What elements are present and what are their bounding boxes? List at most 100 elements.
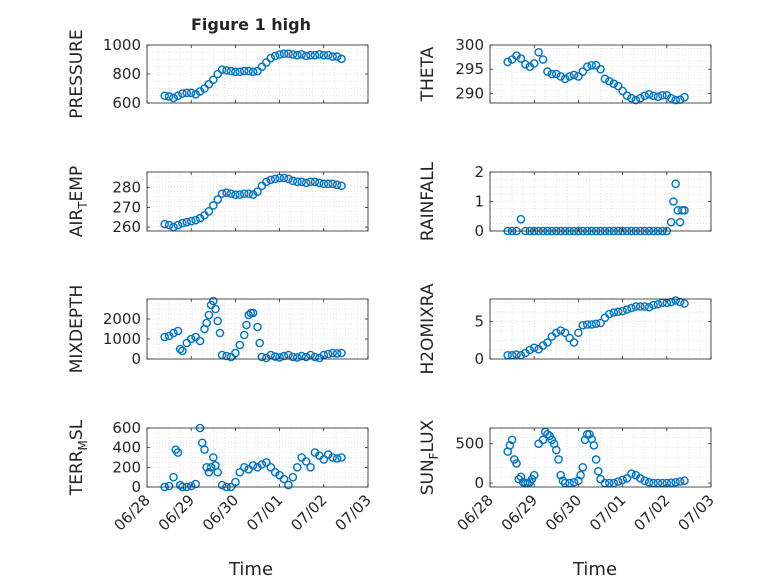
figure-title: Figure 1 high	[191, 15, 311, 34]
data-point	[222, 66, 231, 75]
data-point	[301, 352, 311, 362]
data-point	[328, 52, 337, 61]
data-point	[565, 72, 574, 81]
data-point	[680, 476, 689, 486]
data-point	[164, 92, 174, 101]
data-point	[653, 92, 663, 102]
x-tick-label: 07/03	[675, 491, 718, 534]
data-point	[618, 475, 627, 485]
data-point	[589, 441, 599, 450]
data-point	[257, 352, 267, 362]
data-point	[574, 72, 583, 81]
data-point	[640, 91, 650, 101]
data-point	[310, 352, 320, 362]
data-point	[178, 218, 187, 228]
data-point	[186, 216, 196, 226]
data-point	[516, 214, 526, 224]
data-point	[270, 174, 280, 184]
data-point	[279, 474, 289, 484]
data-point	[631, 95, 641, 105]
data-point	[505, 441, 515, 450]
data-point	[279, 173, 289, 183]
data-point	[169, 93, 178, 103]
y-tick-label: 290	[455, 84, 484, 102]
data-point	[204, 467, 214, 477]
data-point	[186, 88, 196, 98]
data-point	[262, 177, 271, 187]
data-point	[627, 93, 636, 103]
y-tick-label: 5	[474, 313, 484, 331]
x-tick-label: 06/29	[155, 491, 198, 534]
data-point	[231, 67, 240, 77]
axes-box	[489, 44, 712, 104]
data-point	[297, 177, 307, 187]
data-point	[543, 338, 552, 347]
data-point	[666, 217, 676, 227]
data-point	[266, 53, 276, 63]
y-tick-label: 0	[474, 474, 484, 492]
data-point	[666, 93, 676, 103]
data-point	[204, 207, 214, 216]
data-point	[635, 302, 645, 311]
data-point	[328, 453, 337, 462]
data-point	[288, 176, 298, 186]
data-point	[622, 305, 632, 314]
data-point	[337, 181, 346, 191]
data-point	[319, 179, 329, 189]
data-point	[284, 480, 293, 490]
x-tick-label: 07/03	[332, 491, 375, 534]
data-point	[306, 463, 315, 472]
axes-box	[146, 171, 369, 232]
data-point	[680, 299, 689, 308]
data-point	[323, 349, 333, 359]
subplot-theta: 290 295 300 THETA	[418, 36, 712, 105]
data-point	[618, 306, 627, 316]
data-point	[242, 320, 251, 330]
data-point	[627, 303, 636, 313]
data-point	[605, 76, 614, 86]
y-axis-label: MIXDEPTH	[67, 285, 87, 374]
data-point	[578, 67, 588, 76]
data-point	[669, 197, 678, 206]
data-point	[543, 429, 552, 439]
data-point	[328, 179, 337, 189]
data-point	[270, 352, 280, 361]
data-point	[248, 461, 258, 470]
x-tick-label: 07/02	[630, 491, 673, 534]
data-point	[574, 328, 583, 338]
data-point	[301, 51, 311, 61]
data-point	[292, 463, 302, 472]
data-point	[675, 477, 685, 486]
y-tick-label: 280	[112, 179, 141, 197]
data-point	[585, 429, 594, 439]
data-point	[266, 463, 276, 472]
data-point	[560, 328, 570, 338]
data-point	[173, 448, 183, 457]
data-point	[587, 61, 596, 70]
x-tick-label: 06/28	[111, 491, 154, 534]
data-point	[270, 51, 280, 61]
x-tick-label: 06/30	[199, 491, 242, 534]
data-point	[593, 466, 603, 476]
data-point	[569, 338, 579, 347]
data-point	[565, 333, 574, 343]
data-point	[596, 64, 605, 74]
subplot-sun-flux: 06/28 06/29 06/30 07/01 07/02 07/03 0 500 SUNFLU…	[418, 419, 718, 534]
data-point	[582, 62, 592, 72]
data-point	[332, 454, 342, 463]
data-point	[512, 350, 521, 359]
data-point	[560, 74, 570, 84]
plot-area	[490, 45, 711, 103]
data-point	[635, 474, 645, 483]
x-tick-label: 06/29	[498, 491, 541, 534]
y-tick-label: 0	[474, 222, 484, 240]
data-point	[169, 328, 178, 338]
y-tick-label: 0	[131, 350, 141, 368]
data-point	[255, 338, 265, 348]
data-point	[191, 479, 200, 489]
data-point	[235, 190, 245, 199]
data-point	[222, 188, 231, 197]
data-point	[337, 54, 346, 64]
data-point	[301, 178, 311, 188]
